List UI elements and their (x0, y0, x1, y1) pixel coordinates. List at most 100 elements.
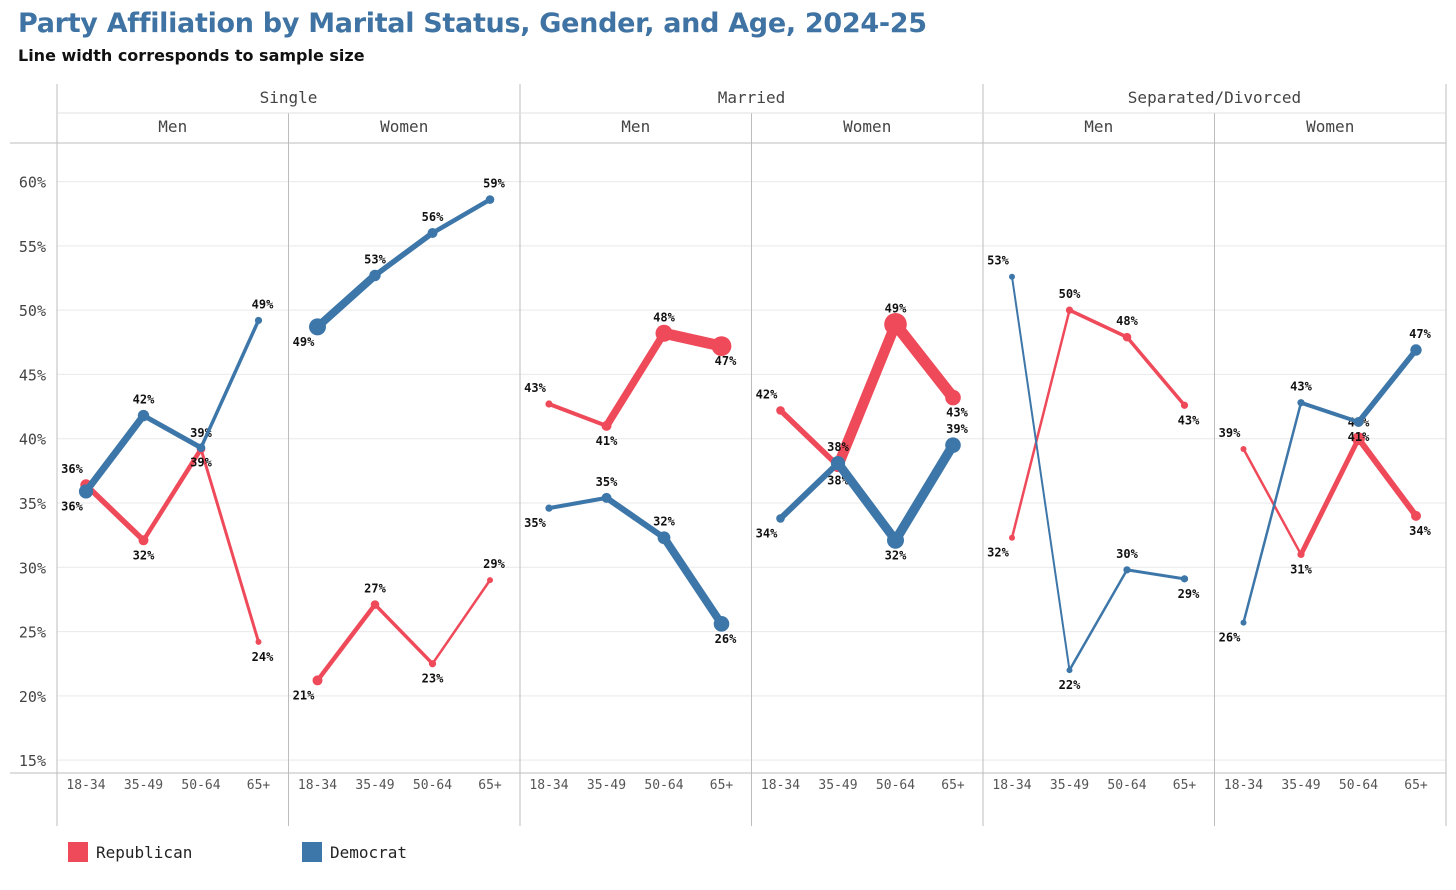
republican-line-segment (373, 602, 435, 666)
democrat-point (78, 484, 94, 499)
democrat-point (601, 492, 612, 503)
panel-header-label: Women (843, 117, 891, 136)
y-tick-label: 30% (19, 559, 46, 577)
group-header-label: Married (718, 88, 785, 107)
republican-line-segment (1355, 435, 1419, 519)
democrat-swatch (302, 842, 322, 862)
group-header-label: Separated/Divorced (1128, 88, 1301, 107)
republican-data-label: 24% (252, 650, 274, 664)
republican-data-label: 42% (756, 387, 778, 401)
republican-line-segment (83, 482, 147, 544)
democrat-line-segment (1299, 400, 1361, 424)
republican-point (1065, 306, 1074, 314)
republican-data-label: 41% (596, 434, 618, 448)
panel-header-label: Men (621, 117, 650, 136)
democrat-line-segment (1242, 401, 1303, 624)
democrat-data-label: 22% (1059, 678, 1081, 692)
republican-point (1122, 332, 1132, 342)
democrat-point (427, 228, 438, 238)
democrat-point (1180, 575, 1189, 583)
y-tick-label: 40% (19, 431, 46, 449)
republican-data-label: 43% (524, 381, 546, 395)
republican-data-label: 32% (133, 548, 155, 562)
republican-point (655, 324, 673, 342)
republican-point (1297, 550, 1305, 559)
x-tick-label: 18-34 (1224, 778, 1263, 793)
x-tick-label: 65+ (247, 778, 271, 793)
x-tick-label: 50-64 (644, 778, 683, 793)
republican-data-label: 29% (483, 557, 505, 571)
x-tick-label: 50-64 (1107, 778, 1146, 793)
x-tick-label: 18-34 (761, 778, 800, 793)
legend-label-republican: Republican (96, 842, 193, 862)
x-tick-label: 50-64 (876, 778, 915, 793)
democrat-point (1123, 566, 1131, 574)
democrat-line-segment (372, 230, 436, 279)
republican-point (1009, 534, 1015, 541)
x-tick-label: 35-49 (1050, 778, 1089, 793)
y-tick-label: 35% (19, 495, 46, 513)
democrat-data-label: 41% (1348, 430, 1370, 444)
republican-data-label: 39% (1219, 426, 1241, 440)
chart-subtitle: Line width corresponds to sample size (18, 46, 365, 65)
democrat-point (369, 269, 381, 282)
democrat-line-segment (1011, 275, 1071, 672)
democrat-point (657, 531, 671, 545)
democrat-data-label: 42% (133, 393, 155, 407)
republican-point (601, 420, 612, 431)
x-tick-label: 50-64 (181, 778, 220, 793)
democrat-point (196, 443, 206, 453)
y-tick-label: 55% (19, 238, 46, 256)
democrat-data-label: 26% (715, 632, 737, 646)
democrat-data-label: 30% (1116, 547, 1138, 561)
democrat-data-label: 35% (524, 516, 546, 530)
democrat-line-segment (1068, 568, 1129, 672)
democrat-data-label: 56% (422, 210, 444, 224)
republican-point (711, 336, 732, 357)
x-tick-label: 35-49 (587, 778, 626, 793)
democrat-data-label: 32% (653, 515, 675, 529)
democrat-point (713, 616, 730, 632)
democrat-data-label: 39% (190, 456, 212, 470)
republican-data-label: 21% (293, 688, 315, 702)
republican-point (428, 660, 437, 668)
x-tick-label: 18-34 (298, 778, 337, 793)
republican-line-segment (777, 407, 841, 469)
democrat-data-label: 53% (987, 254, 1009, 268)
legend-label-democrat: Democrat (330, 842, 408, 862)
republican-point (255, 638, 262, 645)
republican-line-segment (547, 402, 609, 428)
republican-line-segment (1298, 436, 1361, 557)
x-tick-label: 35-49 (818, 778, 857, 793)
republican-line-segment (1010, 308, 1071, 539)
democrat-data-label: 59% (483, 177, 505, 191)
legend-item-republican: Republican (68, 842, 192, 862)
legend-item-democrat: Democrat (302, 842, 407, 862)
y-tick-label: 45% (19, 366, 46, 384)
x-tick-label: 50-64 (1339, 778, 1378, 793)
republican-data-label: 31% (1290, 562, 1312, 576)
x-tick-label: 35-49 (355, 778, 394, 793)
democrat-line-segment (660, 533, 726, 628)
democrat-line-segment (890, 440, 958, 546)
group-header-label: Single (260, 88, 318, 107)
x-tick-label: 18-34 (992, 778, 1031, 793)
x-tick-label: 65+ (1173, 778, 1197, 793)
x-tick-label: 35-49 (124, 778, 163, 793)
y-tick-label: 50% (19, 302, 46, 320)
republican-point (545, 400, 553, 408)
democrat-point (830, 456, 846, 471)
democrat-data-label: 43% (1290, 380, 1312, 394)
republican-line-segment (832, 319, 901, 471)
republican-data-label: 49% (885, 301, 907, 315)
democrat-line-segment (833, 458, 900, 545)
republican-data-label: 34% (1409, 524, 1431, 538)
republican-point (312, 675, 323, 686)
republican-point (370, 600, 380, 609)
republican-point (1240, 446, 1247, 452)
democrat-data-label: 36% (61, 499, 83, 513)
democrat-line-segment (141, 413, 204, 451)
democrat-point (485, 195, 495, 204)
republican-point (884, 312, 907, 336)
